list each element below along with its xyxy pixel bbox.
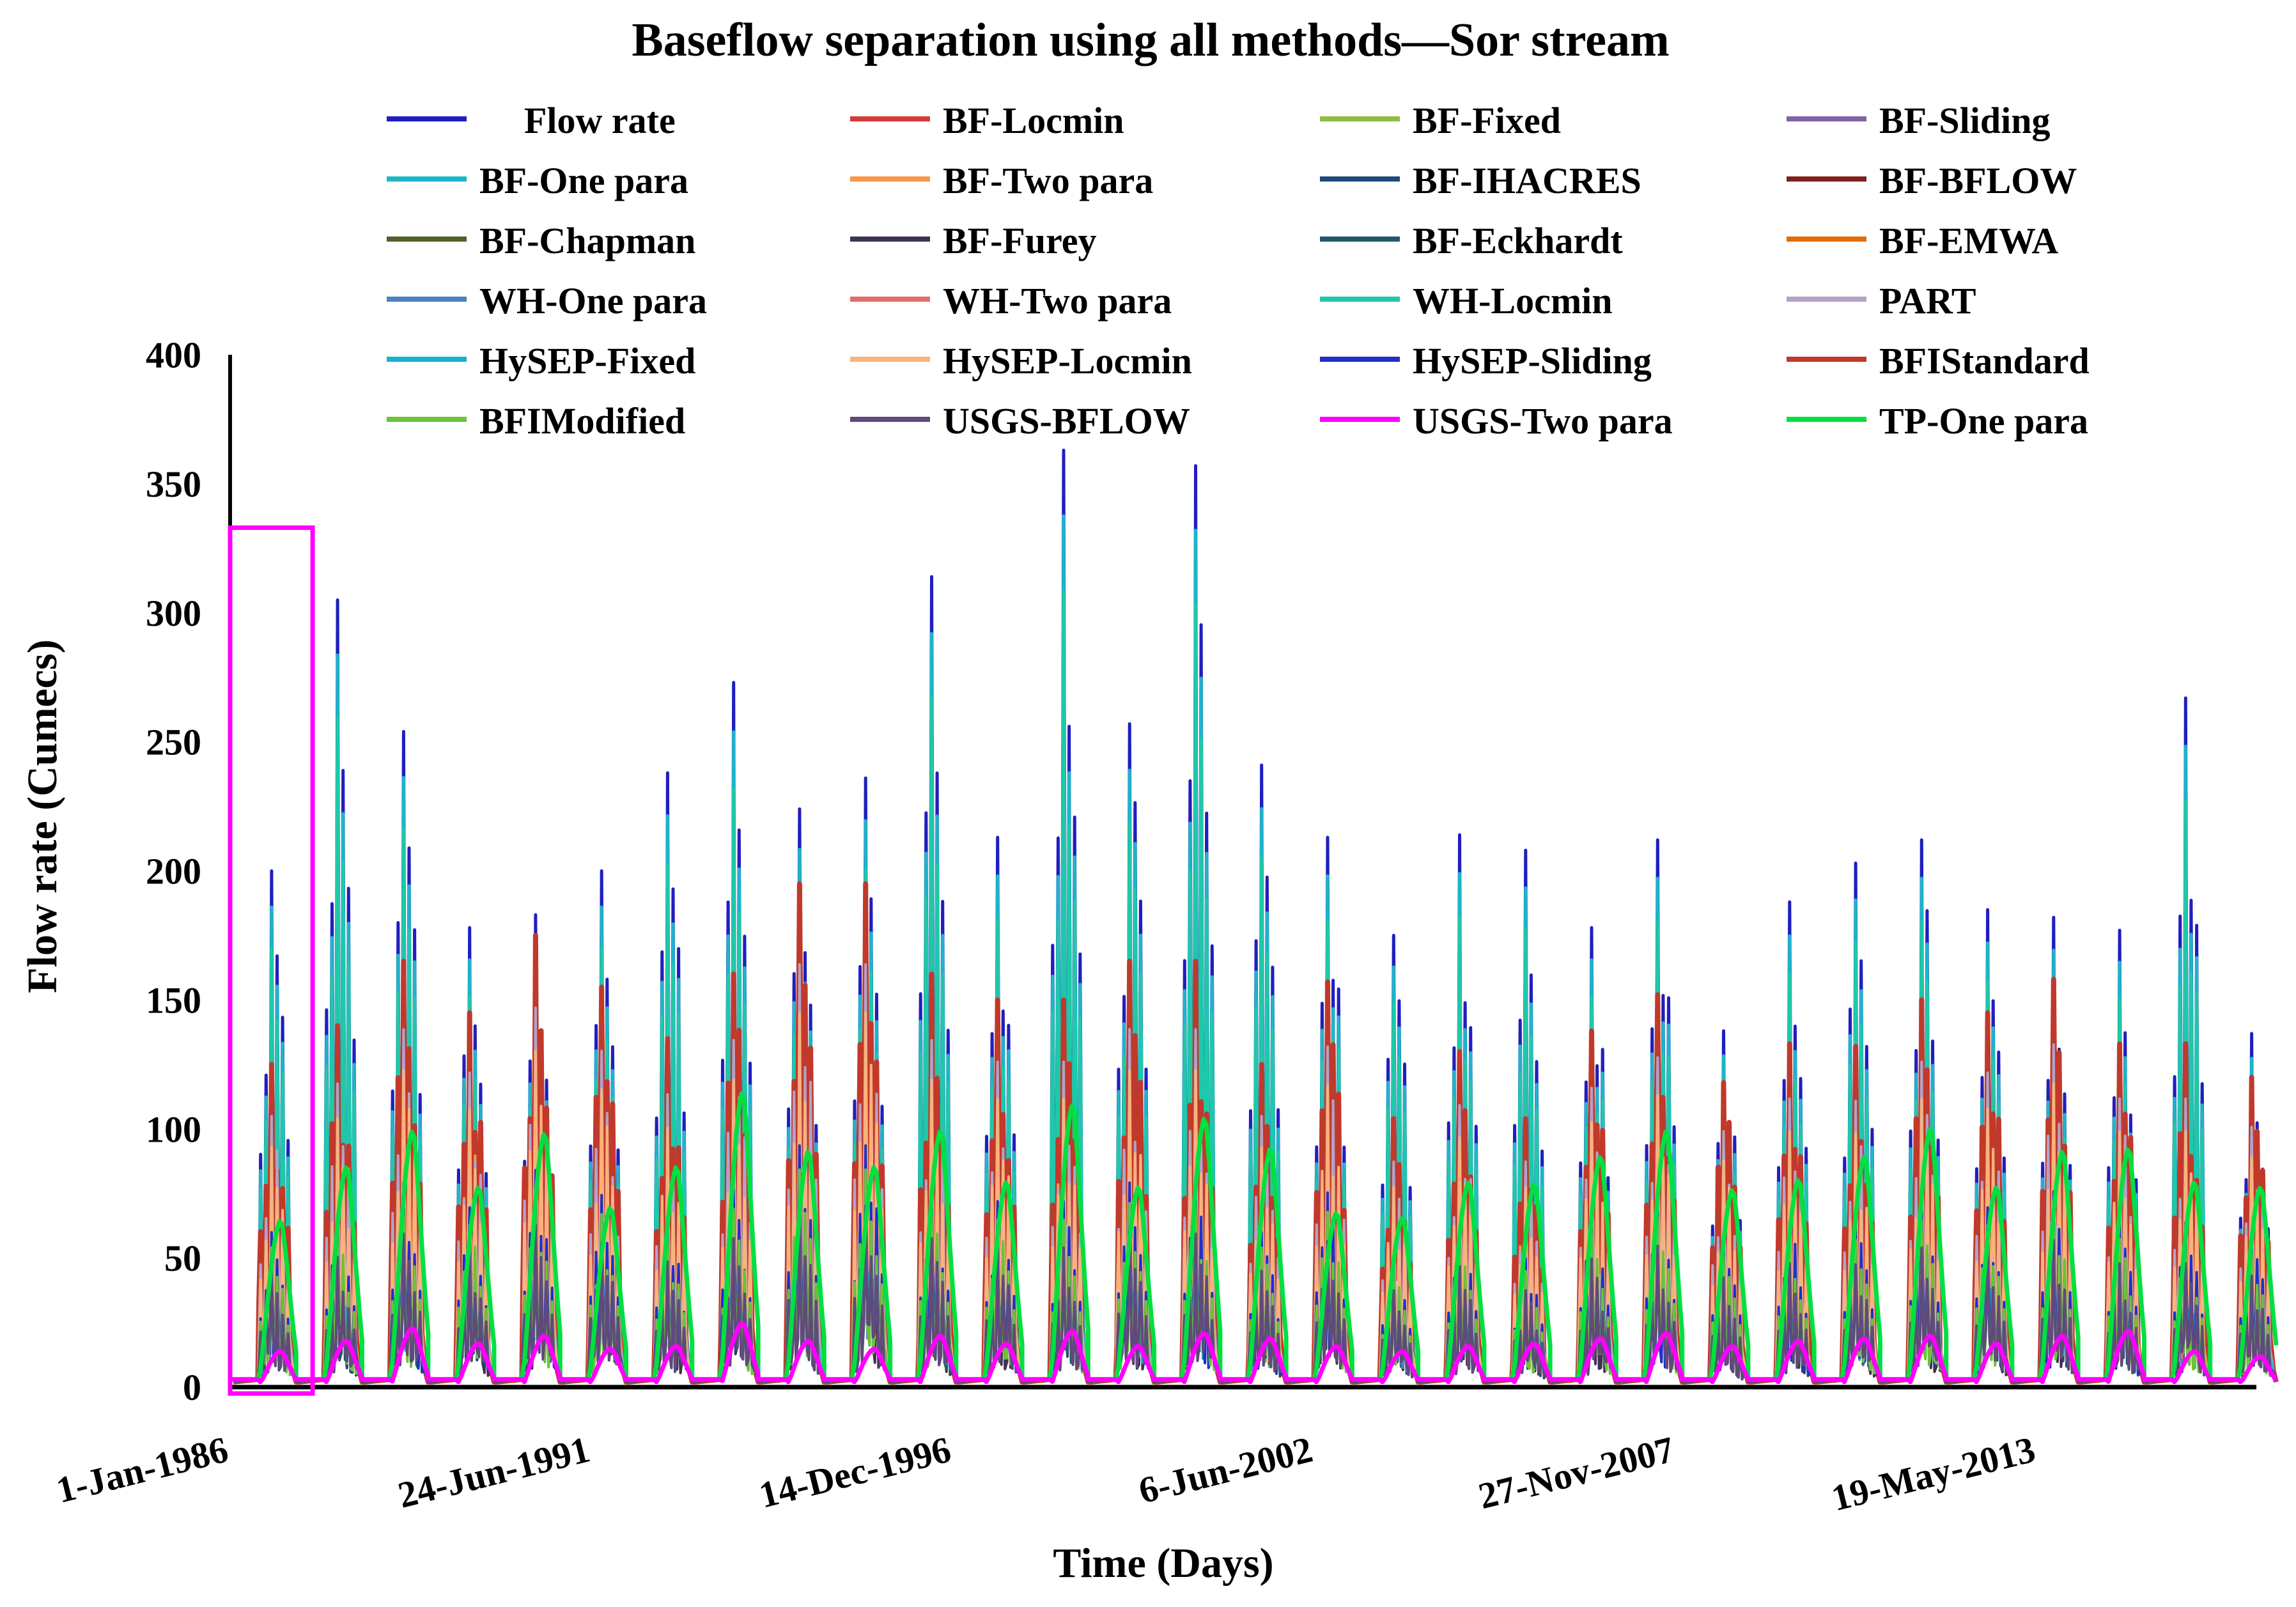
legend-label: BF-Locmin [943,100,1124,141]
legend-label: BF-Eckhardt [1413,220,1623,261]
y-tick-label: 400 [146,334,201,376]
legend-label: BF-Chapman [479,220,695,261]
legend-label: TP-One para [1879,400,2088,442]
legend-label: HySEP-Sliding [1413,340,1652,382]
y-tick-label: 250 [146,722,201,763]
legend-label: Flow rate [524,100,676,141]
legend-label: WH-One para [479,280,707,322]
legend-label: HySEP-Fixed [479,340,695,382]
y-tick-label: 50 [164,1238,201,1279]
y-tick-label: 200 [146,851,201,892]
legend: Flow rate BF-Locmin BF-Fixed BF-Sliding BF-O… [387,100,2090,442]
legend-label: USGS-Two para [1413,400,1673,442]
legend-label: BF-BFLOW [1879,160,2077,201]
y-tick-label: 0 [183,1367,201,1408]
legend-label: BF-EMWA [1879,220,2058,261]
legend-label: BF-IHACRES [1413,160,1641,201]
legend-label: WH-Locmin [1413,280,1613,322]
legend-label: BF-Two para [943,160,1153,201]
chart-title: Baseflow separation using all methods—So… [632,14,1669,66]
highlight-box [228,525,315,1396]
legend-label: BF-One para [479,160,688,201]
legend-label: BF-Fixed [1413,100,1561,141]
y-tick-label: 350 [146,463,201,505]
plot-series [230,448,2279,1385]
y-axis-label: Flow rate (Cumecs) [19,639,66,993]
series-line [230,1321,2278,1385]
legend-label: BFIModified [479,400,685,442]
x-axis-label: Time (Days) [1053,1540,1273,1587]
legend-label: BF-Sliding [1879,100,2051,141]
y-tick-label: 100 [146,1108,201,1150]
y-tick-label: 300 [146,593,201,634]
legend-label: BFIStandard [1879,340,2090,382]
legend-label: HySEP-Locmin [943,340,1192,382]
legend-label: PART [1879,280,1976,322]
legend-label: USGS-BFLOW [943,400,1190,442]
y-tick-label: 150 [146,979,201,1021]
legend-label: BF-Furey [943,220,1097,261]
legend-label: WH-Two para [943,280,1172,322]
